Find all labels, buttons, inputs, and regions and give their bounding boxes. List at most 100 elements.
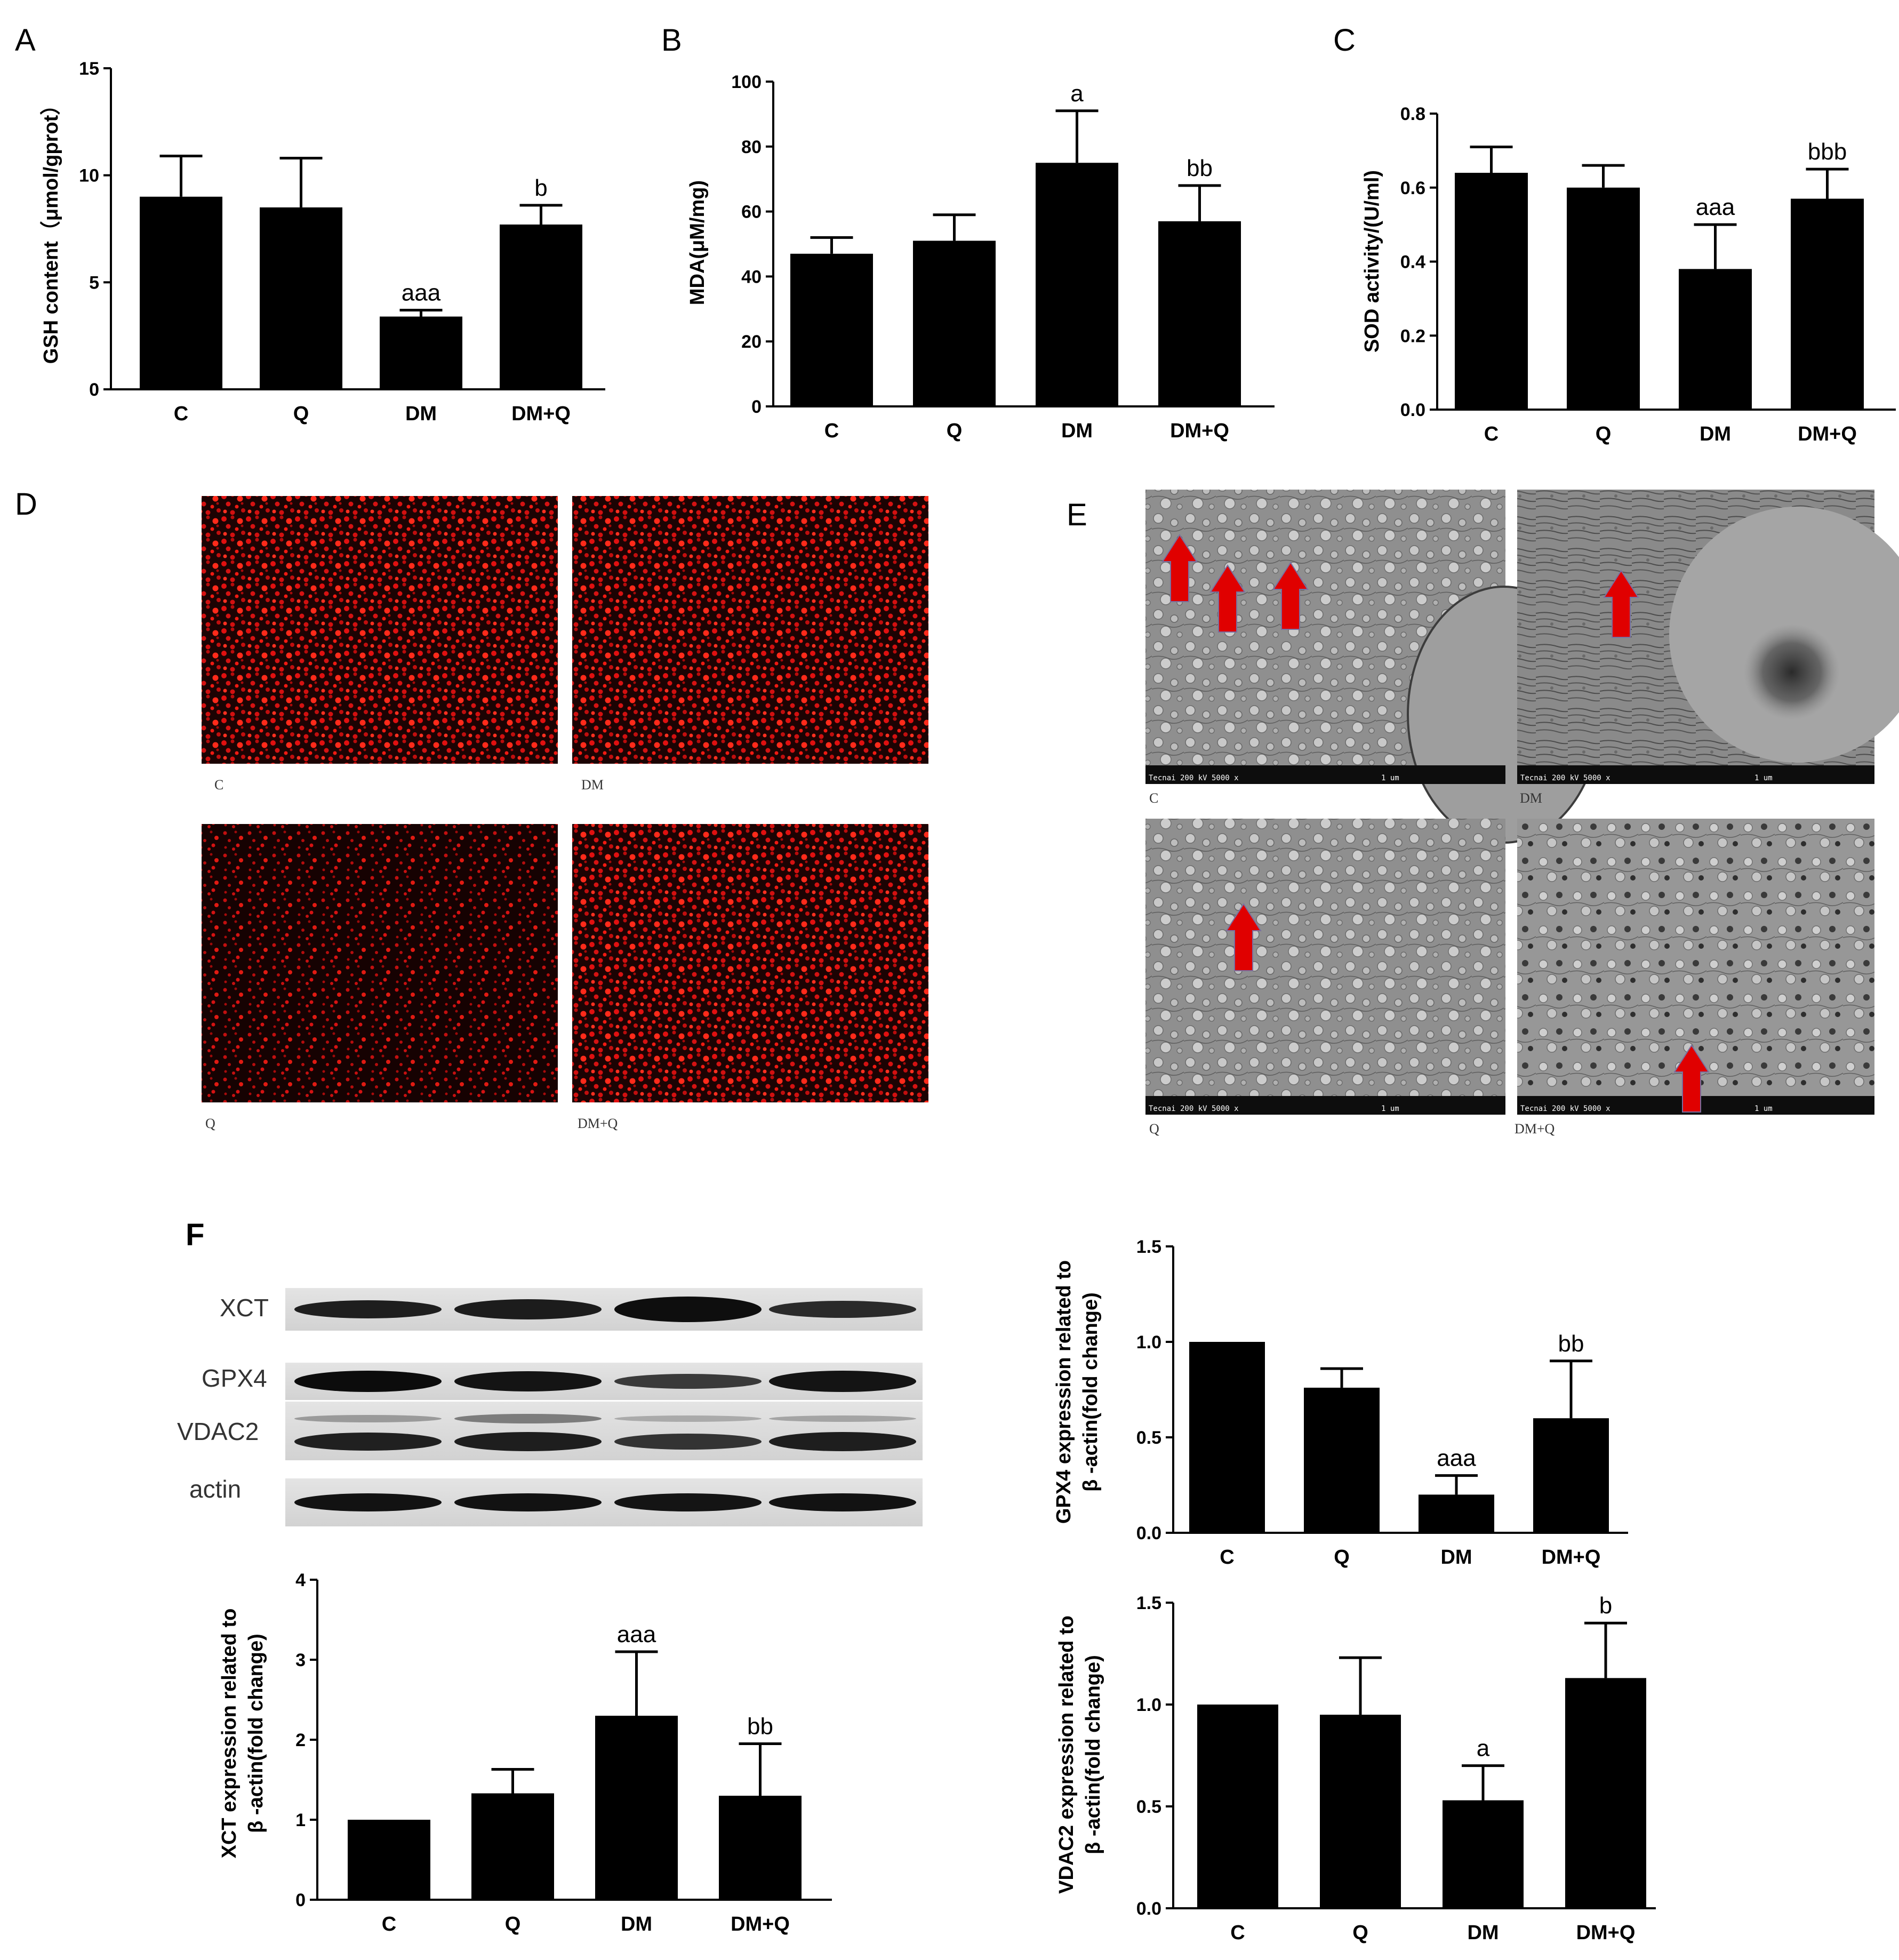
y-tick-label: 1.0 <box>1136 1332 1161 1353</box>
em-image-q <box>1145 819 1505 1115</box>
x-tick-label: Q <box>505 1913 521 1935</box>
x-tick-label: Q <box>1596 423 1612 445</box>
y-tick-label: 5 <box>89 273 99 293</box>
y-tick-label: 1.5 <box>1136 1593 1161 1613</box>
em-scale-dm-q: 1 um <box>1754 1105 1773 1113</box>
blot-band <box>454 1493 602 1511</box>
y-axis-label: MDA(μM/mg) <box>686 180 709 305</box>
fluorescence-image-dm-q <box>572 824 928 1102</box>
fluorescence-image-dm <box>572 496 928 764</box>
panel-letter-e: E <box>1067 498 1087 532</box>
x-tick-label: C <box>1484 423 1499 445</box>
bar-q <box>471 1793 554 1900</box>
blot-band <box>294 1371 442 1392</box>
fluorescence-image-q <box>202 824 558 1102</box>
y-tick-label: 2 <box>295 1730 306 1750</box>
red-arrow-icon <box>1209 564 1246 633</box>
y-tick-label: 80 <box>741 137 762 157</box>
bar-dm-q <box>719 1796 802 1900</box>
x-tick-label: DM <box>621 1913 652 1935</box>
blot-band <box>769 1371 916 1392</box>
em-info-dm-q: Tecnai 200 kV 5000 x <box>1520 1105 1610 1113</box>
fluorescence-label-q: Q <box>205 1116 215 1131</box>
blot-band <box>769 1432 916 1451</box>
x-tick-label: DM <box>1700 423 1731 445</box>
bar-q <box>1304 1387 1380 1533</box>
y-tick-label: 10 <box>79 166 99 186</box>
y-tick-label: 3 <box>295 1650 306 1670</box>
em-scale-dm: 1 um <box>1754 774 1773 782</box>
significance-label: aaa <box>617 1621 656 1647</box>
y-tick-label: 100 <box>731 72 762 92</box>
y-axis-label: β -actin(fold change) <box>1082 1655 1104 1854</box>
blot-band <box>614 1493 762 1511</box>
panel-letter-a: A <box>15 23 36 58</box>
y-tick-label: 0.2 <box>1400 326 1425 346</box>
em-panel: Tecnai 200 kV 5000 x 1 um Tecnai 200 kV … <box>1145 490 1899 1137</box>
y-axis-label: β -actin(fold change) <box>245 1634 267 1833</box>
panel-letter-c: C <box>1333 23 1356 58</box>
y-tick-label: 0.6 <box>1400 178 1425 198</box>
significance-label: bb <box>1187 155 1213 181</box>
blot-band <box>769 1493 916 1511</box>
bar-dm <box>1419 1494 1494 1533</box>
y-tick-label: 0.0 <box>1400 400 1425 420</box>
y-tick-label: 0.0 <box>1136 1899 1161 1919</box>
significance-label: a <box>1070 81 1084 107</box>
bar-q <box>913 241 996 406</box>
em-info-dm: Tecnai 200 kV 5000 x <box>1520 774 1610 782</box>
y-tick-label: 1 <box>295 1810 306 1830</box>
blot-band <box>454 1414 602 1423</box>
bar-dm <box>1036 163 1118 406</box>
blot-label-actin: actin <box>189 1475 241 1503</box>
y-tick-label: 4 <box>295 1570 306 1590</box>
significance-label: aaa <box>1696 194 1735 220</box>
x-tick-label: C <box>174 403 188 425</box>
em-label-q: Q <box>1149 1121 1159 1137</box>
y-tick-label: 0.0 <box>1136 1523 1161 1543</box>
significance-label: b <box>534 175 547 201</box>
bar-dm-q <box>1158 221 1241 406</box>
panel-letter-d: D <box>15 487 37 522</box>
y-axis-label: XCT expression related to <box>218 1609 241 1859</box>
significance-label: aaa <box>1437 1445 1476 1471</box>
x-tick-label: DM <box>1440 1546 1472 1569</box>
em-label-dm-q: DM+Q <box>1515 1121 1555 1137</box>
blot-band <box>294 1300 442 1318</box>
em-scale-c: 1 um <box>1381 774 1399 782</box>
em-infobar-dm <box>1517 765 1874 784</box>
bar-c <box>1189 1342 1265 1533</box>
bar-dm-q <box>1533 1418 1609 1533</box>
blot-band <box>614 1415 762 1422</box>
panel-letter-f: F <box>186 1218 204 1252</box>
bar-q <box>260 207 342 389</box>
em-nucleolus-dm <box>1744 624 1840 720</box>
bar-dm-q <box>500 224 582 389</box>
y-tick-label: 0.8 <box>1400 104 1425 124</box>
y-tick-label: 15 <box>79 59 99 79</box>
blot-label-gpx4: GPX4 <box>202 1364 267 1392</box>
significance-label: a <box>1477 1735 1490 1762</box>
blot-label-vdac2: VDAC2 <box>177 1418 259 1445</box>
fluorescence-image-c <box>202 496 558 764</box>
y-tick-label: 0 <box>751 397 762 417</box>
x-tick-label: DM+Q <box>1798 423 1857 445</box>
y-axis-label: GSH content（μmol/gprot） <box>40 95 62 364</box>
x-tick-label: C <box>1220 1546 1234 1569</box>
blot-strip-vdac2 <box>285 1402 923 1460</box>
bar-c <box>140 196 222 389</box>
em-label-dm: DM <box>1520 790 1542 806</box>
blot-band <box>614 1297 762 1322</box>
em-scale-q: 1 um <box>1381 1105 1399 1113</box>
blot-band <box>614 1434 762 1450</box>
em-infobar-q <box>1145 1096 1505 1115</box>
y-tick-label: 60 <box>741 202 762 222</box>
bar-dm-q <box>1791 198 1864 410</box>
x-tick-label: Q <box>1352 1922 1368 1944</box>
x-tick-label: Q <box>1334 1546 1350 1569</box>
blot-band <box>454 1371 602 1391</box>
